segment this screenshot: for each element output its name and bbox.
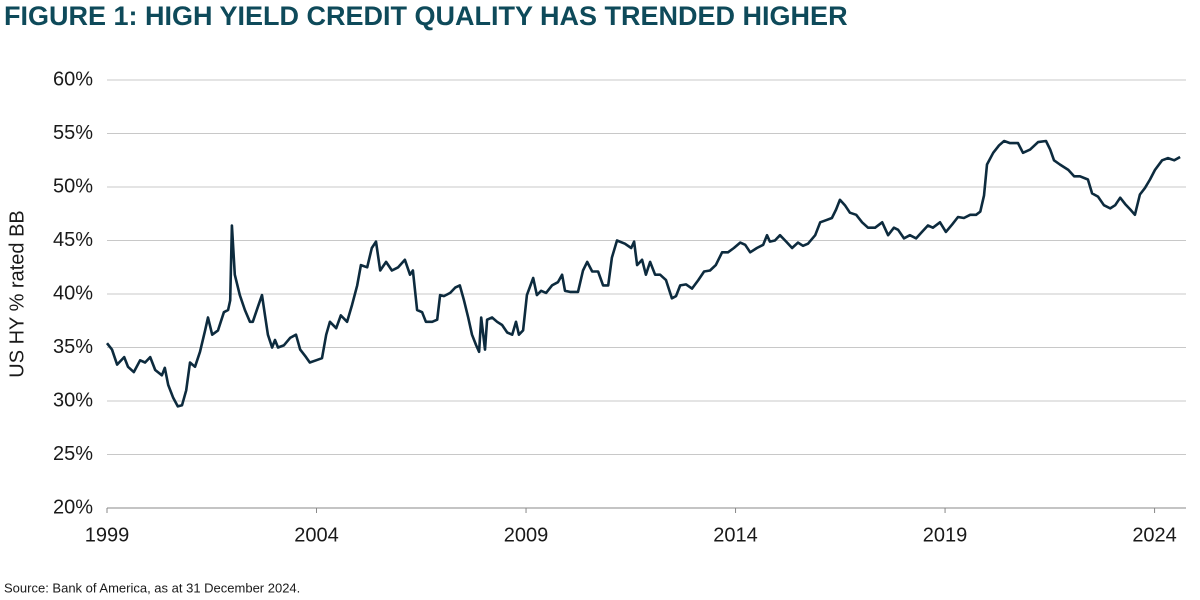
source-note: Source: Bank of America, as at 31 Decemb… — [4, 580, 300, 595]
x-tick-label: 2014 — [713, 524, 758, 546]
y-tick-label: 20% — [53, 496, 93, 518]
y-axis-label: US HY % rated BB — [6, 210, 28, 377]
chart-title: FIGURE 1: HIGH YIELD CREDIT QUALITY HAS … — [4, 1, 848, 31]
x-tick-label: 2004 — [294, 524, 339, 546]
y-tick-label: 55% — [53, 122, 93, 144]
y-tick-label: 30% — [53, 389, 93, 411]
y-tick-label: 45% — [53, 229, 93, 251]
y-tick-label: 25% — [53, 443, 93, 465]
x-tick-label: 2009 — [504, 524, 549, 546]
y-tick-label: 40% — [53, 282, 93, 304]
x-tick-label: 2024 — [1132, 524, 1177, 546]
y-tick-label: 35% — [53, 336, 93, 358]
x-tick-label: 2019 — [923, 524, 968, 546]
data-line — [105, 139, 1181, 408]
y-tick-label: 50% — [53, 175, 93, 197]
y-tick-label: 60% — [53, 68, 93, 90]
x-tick-label: 1999 — [85, 524, 130, 546]
